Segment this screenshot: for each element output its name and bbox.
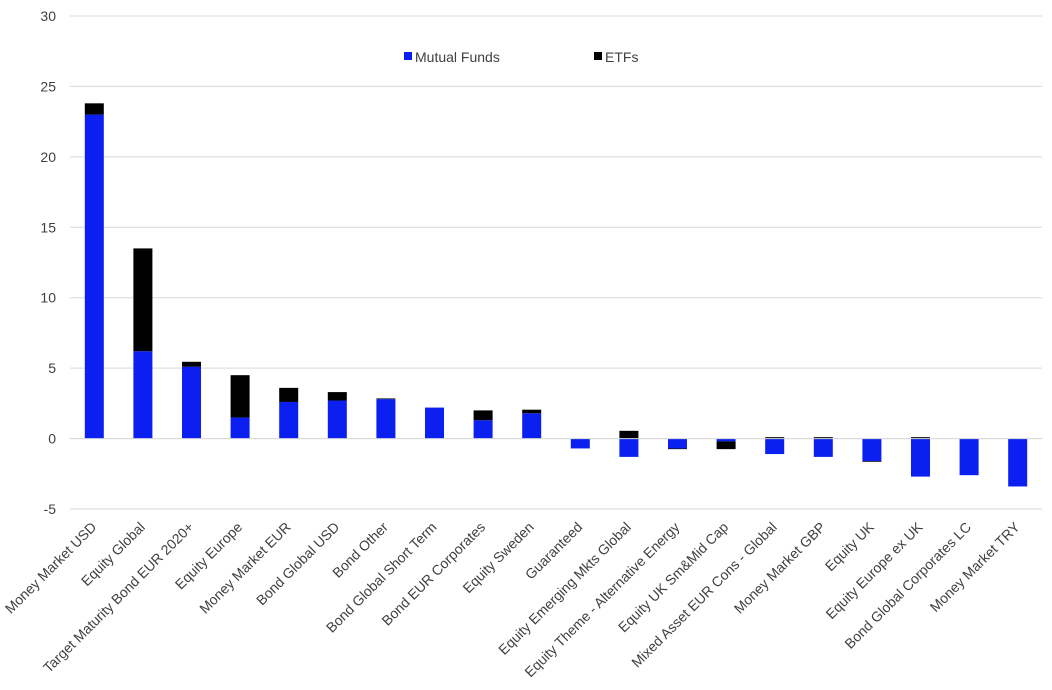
- bar-mutual-funds-money-market-gbp: [813, 438, 833, 457]
- bar-mutual-funds-equity-emerging-mkts-global: [619, 438, 639, 457]
- bar-etfs-equity-global: [133, 248, 153, 352]
- x-tick-label: Money Market TRY: [927, 518, 1024, 615]
- bar-mutual-funds-equity-uk-sm-mid-cap: [716, 438, 736, 442]
- legend-label-etfs: ETFs: [605, 49, 638, 65]
- bar-mutual-funds-guaranteed: [570, 438, 590, 449]
- bar-mutual-funds-money-market-eur: [279, 401, 299, 439]
- bar-etfs-mixed-asset-eur-cons-global: [765, 437, 785, 439]
- bar-etfs-equity-europe: [230, 375, 250, 418]
- bar-mutual-funds-equity-europe: [230, 417, 250, 439]
- y-tick-label: 25: [40, 78, 56, 94]
- bar-etfs-equity-europe-ex-uk: [911, 437, 930, 439]
- legend-swatch-mutual-funds: [404, 52, 412, 60]
- bar-mutual-funds-equity-theme-alternative-energy: [668, 438, 687, 449]
- bar-mutual-funds-bond-global-corporates-lc: [959, 438, 979, 476]
- y-axis-tick-labels: -5 0 5 10 15 20 25 30: [40, 8, 56, 517]
- y-tick-label: 10: [40, 290, 56, 306]
- y-tick-label: 20: [40, 149, 56, 165]
- bar-mutual-funds-equity-uk: [862, 438, 882, 462]
- y-tick-label: 5: [48, 360, 56, 376]
- bar-mutual-funds-mixed-asset-eur-cons-global: [765, 438, 785, 455]
- bar-mutual-funds-equity-sweden: [522, 413, 542, 439]
- bar-mutual-funds-bond-other: [376, 399, 396, 439]
- bars: [84, 103, 1028, 487]
- bar-mutual-funds-money-market-usd: [84, 114, 104, 439]
- bar-etfs-money-market-usd: [84, 103, 104, 115]
- bar-mutual-funds-bond-global-usd: [327, 400, 347, 439]
- bar-etfs-equity-uk-sm-mid-cap: [716, 441, 736, 450]
- bar-etfs-money-market-gbp: [813, 437, 833, 439]
- bar-etfs-bond-other: [376, 398, 396, 400]
- x-tick-label: Money Market EUR: [196, 519, 294, 617]
- bar-mutual-funds-bond-global-short-term: [425, 407, 444, 439]
- bar-mutual-funds-equity-europe-ex-uk: [911, 438, 930, 477]
- bar-etfs-target-maturity-bond-eur-2020: [182, 361, 201, 367]
- y-tick-label: -5: [44, 501, 57, 517]
- bar-etfs-bond-global-usd: [327, 392, 347, 401]
- bar-mutual-funds-target-maturity-bond-eur-2020: [182, 366, 201, 439]
- x-tick-label: Money Market USD: [2, 519, 100, 617]
- bar-mutual-funds-equity-global: [133, 351, 153, 439]
- y-tick-label: 0: [48, 431, 56, 447]
- bar-etfs-equity-sweden: [522, 409, 542, 414]
- x-tick-label: Money Market GBP: [731, 519, 829, 617]
- legend-swatch-etfs: [594, 52, 602, 60]
- y-tick-label: 15: [40, 219, 56, 235]
- bar-etfs-equity-emerging-mkts-global: [619, 430, 639, 439]
- legend: Mutual Funds ETFs: [404, 49, 638, 65]
- x-tick-label: Bond Global USD: [253, 519, 342, 608]
- legend-label-mutual-funds: Mutual Funds: [415, 49, 500, 65]
- bar-etfs-equity-theme-alternative-energy: [668, 448, 687, 450]
- bar-mutual-funds-money-market-try: [1008, 438, 1028, 487]
- y-tick-label: 30: [40, 8, 56, 24]
- gridlines: [70, 15, 1042, 510]
- bar-mutual-funds-bond-eur-corporates: [473, 420, 493, 439]
- bar-etfs-money-market-eur: [279, 387, 299, 402]
- bar-etfs-equity-uk: [862, 461, 882, 462]
- bar-etfs-bond-eur-corporates: [473, 410, 493, 421]
